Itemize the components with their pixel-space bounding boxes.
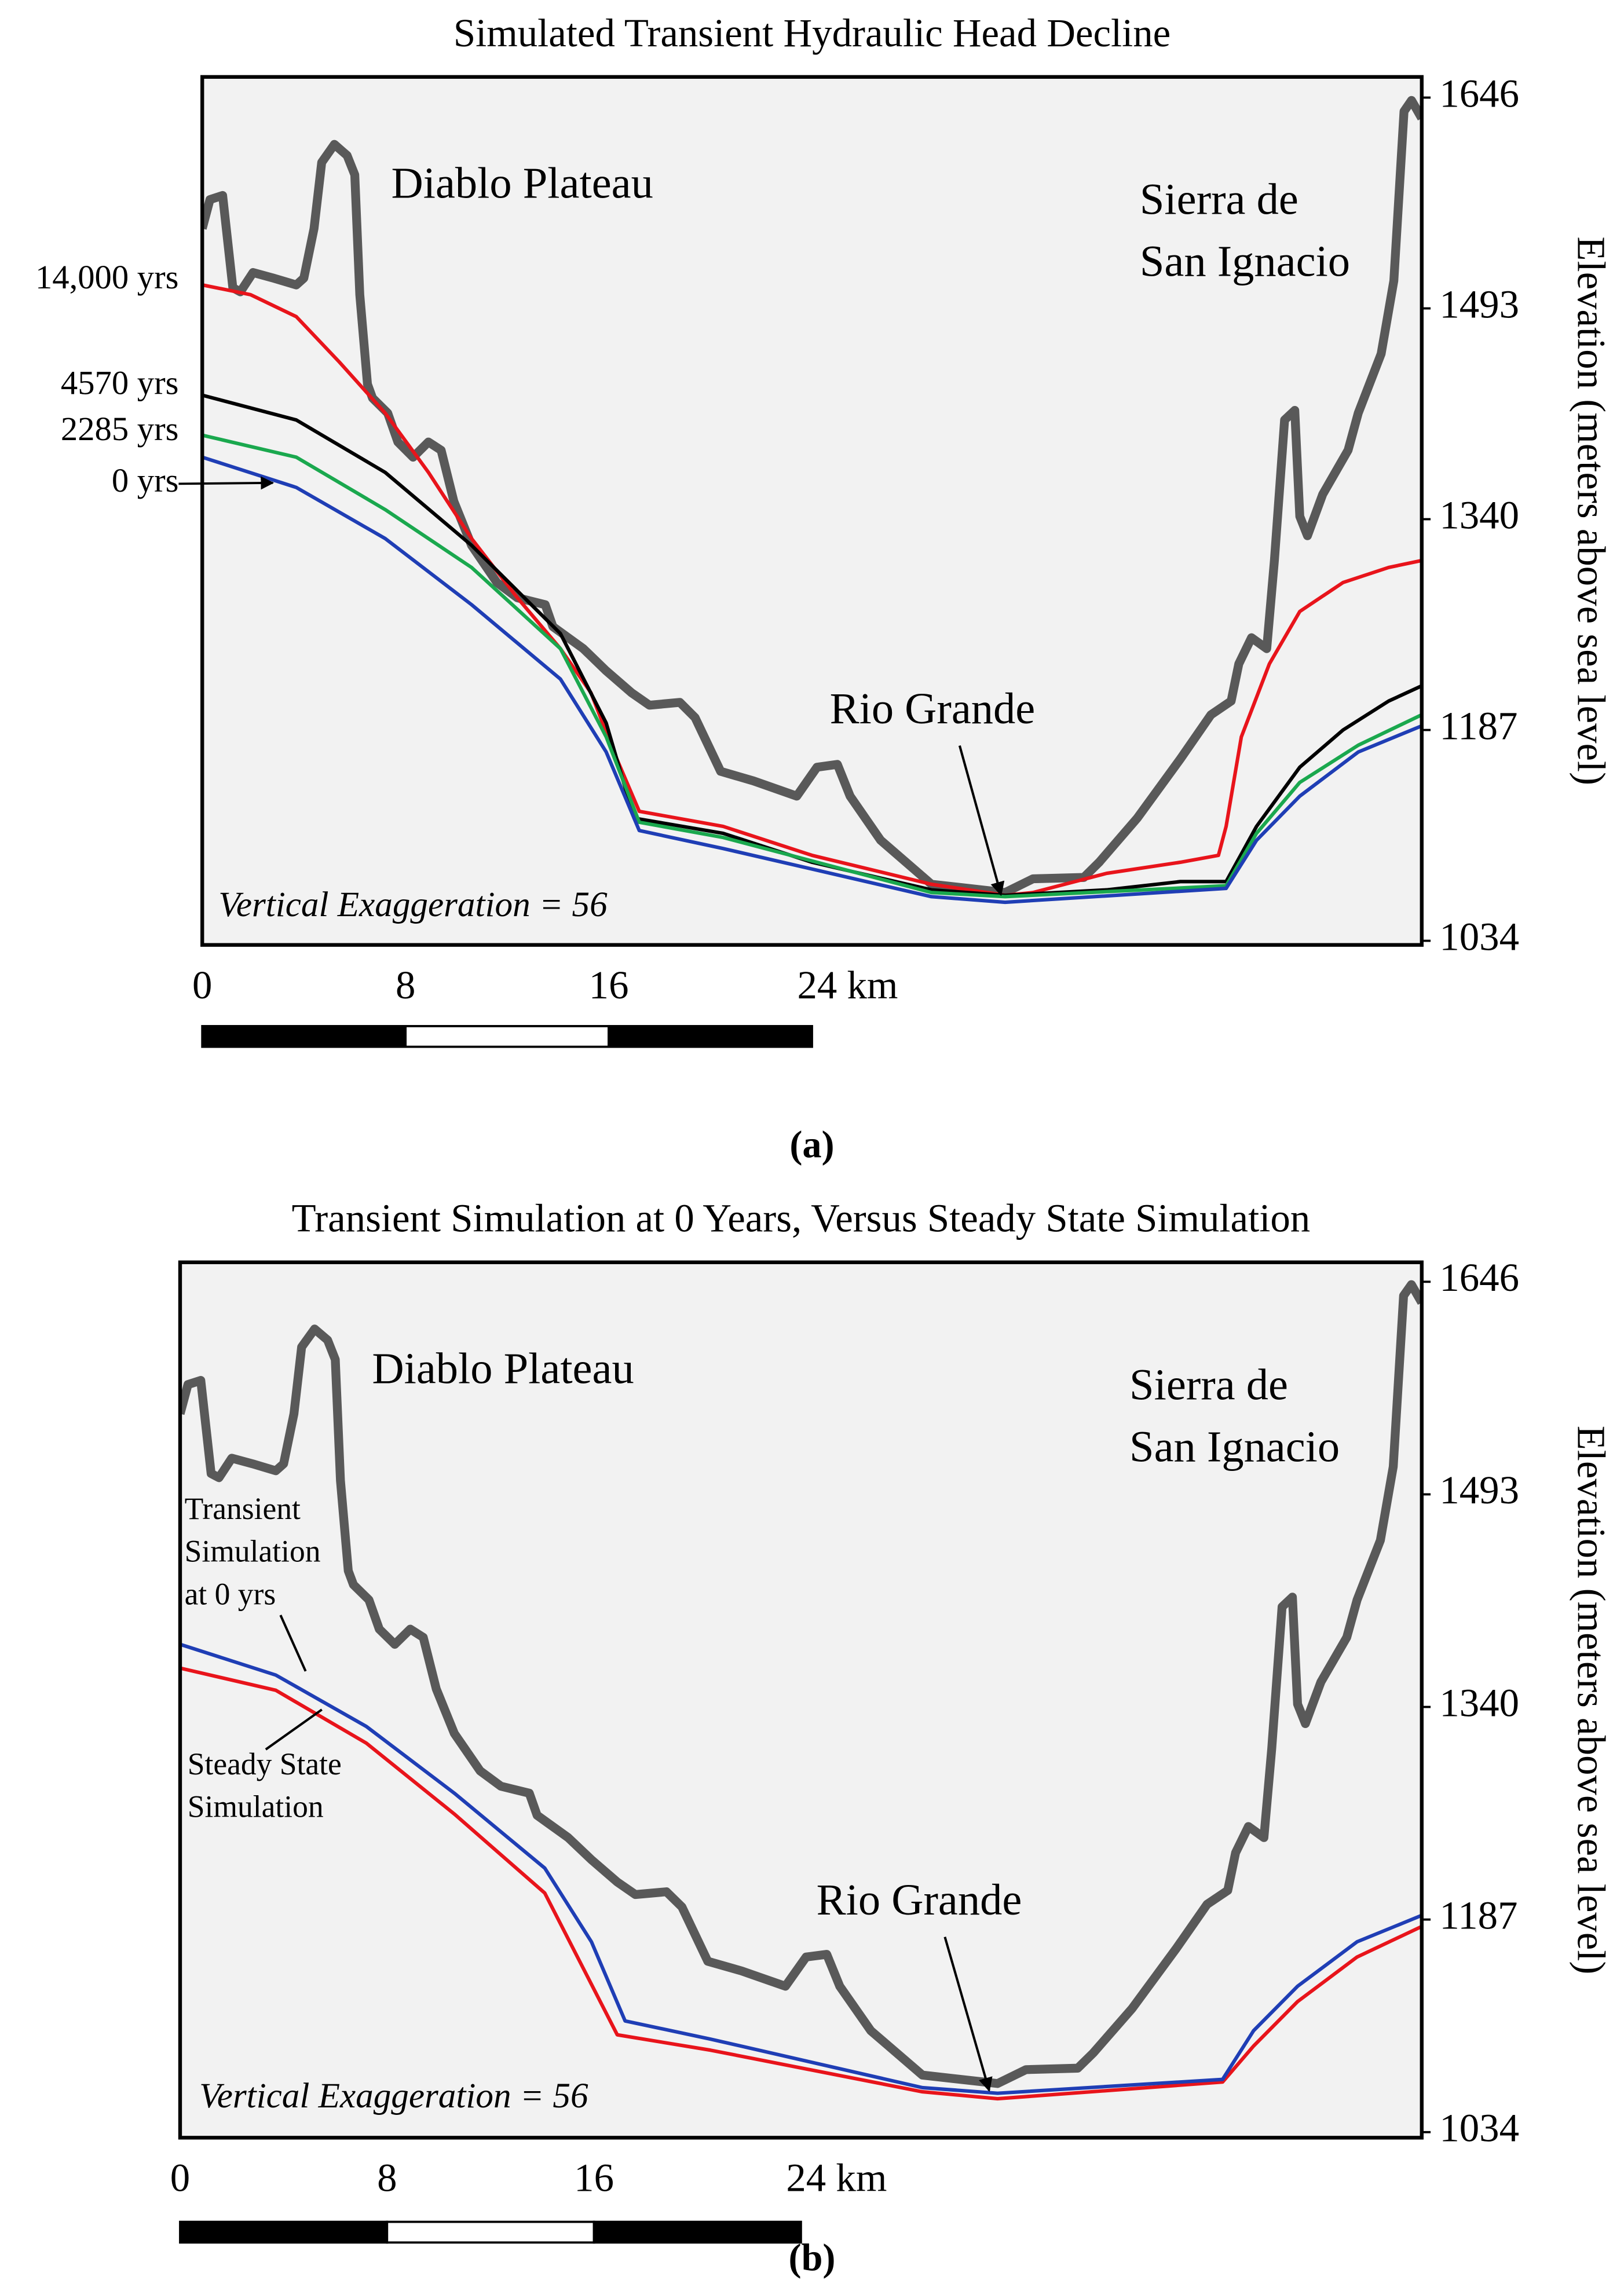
series-label: Simulation xyxy=(188,1789,324,1824)
head-line xyxy=(202,455,1422,905)
rio-grande-arrow xyxy=(958,745,1005,896)
y-axis-label: Elevation (meters above sea level) xyxy=(1569,1426,1613,1975)
region-label: Sierra de xyxy=(1129,1360,1288,1410)
scale-bar-label: 0 xyxy=(192,963,212,1007)
head-line xyxy=(202,433,1422,899)
region-label: Diablo Plateau xyxy=(392,159,653,208)
series-label: at 0 yrs xyxy=(185,1577,276,1612)
series-label: 14,000 yrs xyxy=(35,258,178,296)
series-label: 0 yrs xyxy=(112,462,179,499)
scale-bar-label: 24 km xyxy=(798,963,898,1007)
y-tick-label: 1493 xyxy=(1439,1468,1519,1512)
y-tick-label: 1034 xyxy=(1439,2106,1519,2150)
scale-bar-label: 24 km xyxy=(786,2156,887,2200)
y-tick-label: 1340 xyxy=(1439,493,1519,537)
scale-bar-segment xyxy=(386,2220,595,2244)
series-label: Transient xyxy=(185,1491,301,1526)
scale-bar-label: 8 xyxy=(396,963,415,1007)
y-tick-label: 1187 xyxy=(1439,704,1517,748)
head-line xyxy=(202,393,1422,898)
scale-bar-label: 0 xyxy=(170,2156,190,2200)
terrain-line xyxy=(202,96,1422,897)
scale-bar-segment xyxy=(592,2220,802,2244)
scale-bar-segment xyxy=(201,1024,407,1048)
head-line xyxy=(202,283,1422,898)
y-tick-label: 1646 xyxy=(1439,1256,1519,1300)
scale-bar-label: 8 xyxy=(377,2156,397,2200)
y-tick-label: 1034 xyxy=(1439,914,1519,958)
exaggeration-note: Vertical Exaggeration = 56 xyxy=(199,2076,588,2115)
region-label: Rio Grande xyxy=(830,684,1036,733)
series-label: Steady State xyxy=(188,1747,342,1781)
label-leader xyxy=(265,1708,323,1751)
chart-title: Simulated Transient Hydraulic Head Decli… xyxy=(453,11,1171,55)
plot-area xyxy=(202,76,1422,945)
head-line xyxy=(180,1642,1422,2095)
y-tick-label: 1187 xyxy=(1439,1893,1517,1937)
scale-bar-segment xyxy=(608,1024,813,1048)
y-tick-label: 1493 xyxy=(1439,282,1519,326)
chart-title: Transient Simulation at 0 Years, Versus … xyxy=(292,1196,1311,1240)
scale-bar-label: 16 xyxy=(589,963,629,1007)
region-label: Diablo Plateau xyxy=(372,1344,634,1393)
head-line xyxy=(180,1666,1422,2101)
y-tick-label: 1646 xyxy=(1439,71,1519,115)
label-arrow xyxy=(178,476,275,490)
scale-bar-label: 16 xyxy=(574,2156,614,2200)
panel-label: (b) xyxy=(789,2237,836,2279)
region-label: San Ignacio xyxy=(1140,237,1350,286)
panel-label: (a) xyxy=(789,1124,834,1166)
plot-frame xyxy=(178,1260,1424,2140)
y-tick-label: 1340 xyxy=(1439,1681,1519,1725)
region-label: San Ignacio xyxy=(1129,1422,1340,1472)
scale-bar-segment xyxy=(179,2220,389,2244)
series-label: 2285 yrs xyxy=(61,410,179,448)
terrain-line xyxy=(180,1280,1422,2088)
series-label: Simulation xyxy=(185,1534,321,1569)
rio-grande-arrow xyxy=(943,1937,993,2092)
region-label: Rio Grande xyxy=(817,1875,1022,1924)
plot-area xyxy=(180,1262,1422,2138)
region-label: Sierra de xyxy=(1140,175,1299,224)
series-label: 4570 yrs xyxy=(61,364,179,402)
y-axis-label: Elevation (meters above sea level) xyxy=(1569,236,1613,785)
exaggeration-note: Vertical Exaggeration = 56 xyxy=(218,885,608,924)
label-leader xyxy=(279,1615,307,1672)
scale-bar-segment xyxy=(404,1024,610,1048)
plot-frame xyxy=(200,75,1424,947)
